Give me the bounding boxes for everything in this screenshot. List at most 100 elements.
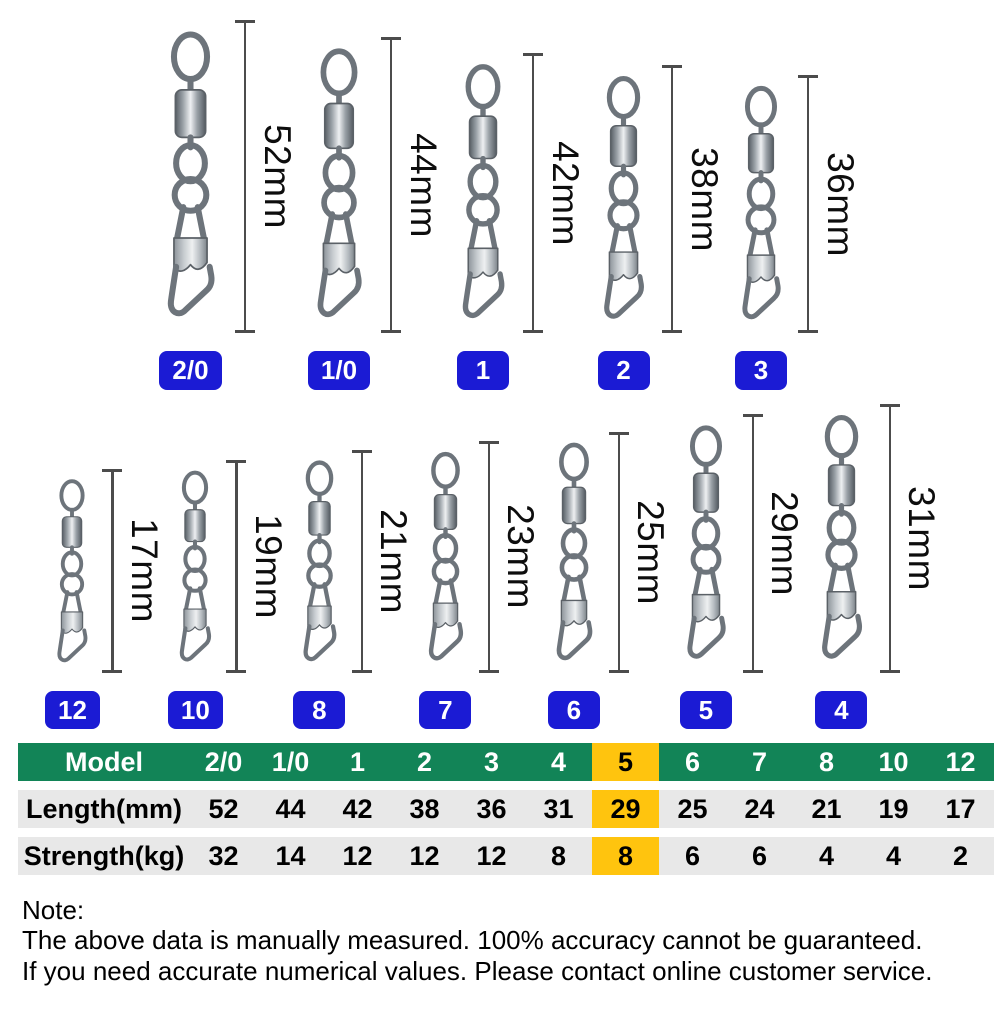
snap-hook bbox=[742, 276, 781, 320]
value-cell: 12 bbox=[324, 837, 391, 875]
swivel-with-measure: 38mm bbox=[589, 65, 726, 333]
swivel-snap-illustration bbox=[742, 85, 781, 320]
model-cell: 12 bbox=[927, 743, 994, 781]
lower-loop bbox=[746, 176, 776, 212]
barrel bbox=[609, 125, 638, 167]
size-badge-wrap: 2/0 bbox=[150, 351, 299, 390]
length-label: 25mm bbox=[630, 499, 672, 605]
snap-wires bbox=[692, 566, 720, 598]
top-loop bbox=[689, 424, 722, 467]
snap-ring bbox=[745, 204, 777, 236]
snap-ring bbox=[321, 184, 357, 221]
length-label: 44mm bbox=[402, 132, 444, 238]
top-loop bbox=[431, 451, 460, 489]
swivel-with-measure: 23mm bbox=[416, 440, 543, 673]
model-cell: 3 bbox=[458, 743, 525, 781]
swivel-snap-illustration bbox=[167, 31, 215, 317]
length-label-wrap: 19mm bbox=[246, 460, 290, 673]
size-badge: 1 bbox=[457, 351, 509, 390]
model-cell: 5 bbox=[592, 743, 659, 781]
size-badge: 4 bbox=[815, 690, 868, 729]
swivel-snap-illustration bbox=[57, 478, 88, 662]
snap-ring bbox=[607, 199, 640, 232]
top-loop bbox=[744, 85, 778, 128]
snap-ring bbox=[431, 557, 460, 585]
lower-loop bbox=[432, 532, 459, 564]
snap-ring bbox=[182, 567, 209, 593]
measurement-line bbox=[662, 65, 682, 333]
snap-ring bbox=[171, 176, 210, 214]
length-label: 42mm bbox=[544, 140, 586, 246]
swivel-item: 36mm 3 bbox=[728, 75, 862, 390]
snap-wires bbox=[827, 562, 856, 596]
value-cell: 36 bbox=[458, 790, 525, 828]
top-loop bbox=[320, 48, 358, 97]
length-label: 52mm bbox=[256, 124, 298, 229]
length-row-label: Length(mm) bbox=[18, 790, 190, 828]
size-badge: 2 bbox=[597, 351, 650, 390]
snap-wires bbox=[468, 218, 498, 253]
top-loop bbox=[305, 459, 334, 496]
value-cell: 6 bbox=[659, 837, 726, 875]
value-cell: 38 bbox=[391, 790, 458, 828]
snap-wires bbox=[609, 223, 638, 256]
snap-wires bbox=[747, 227, 775, 259]
snap-ring bbox=[825, 538, 858, 571]
size-badge: 3 bbox=[735, 351, 787, 390]
table-row-strength: Strength(kg) 32 14 12 12 12 8 8 6 6 4 4 2 bbox=[18, 837, 994, 875]
spec-table: Model 2/0 1/0 1 2 3 4 5 6 7 8 10 12 Length(mm) 52 44… bbox=[18, 743, 994, 875]
length-label-wrap: 25mm bbox=[629, 432, 673, 673]
barrel bbox=[323, 102, 355, 150]
measurement-line bbox=[226, 459, 247, 673]
value-cell: 29 bbox=[592, 790, 659, 828]
size-badge: 1/0 bbox=[307, 351, 371, 390]
figure-row-large-sizes: 52mm 2/0 44mm 1/0 bbox=[150, 20, 862, 390]
barrel bbox=[827, 463, 856, 506]
value-cell: 19 bbox=[860, 790, 927, 828]
measurement-line bbox=[381, 37, 401, 333]
note-heading: Note: bbox=[22, 895, 85, 925]
value-cell: 8 bbox=[592, 837, 659, 875]
size-badge-wrap: 12 bbox=[45, 690, 168, 729]
lower-loop bbox=[173, 142, 208, 185]
snap-wires bbox=[184, 585, 207, 612]
size-badge-wrap: 5 bbox=[673, 690, 807, 729]
length-label-wrap: 31mm bbox=[900, 404, 944, 673]
note-line: If you need accurate numerical values. P… bbox=[22, 955, 933, 986]
value-cell: 8 bbox=[525, 837, 592, 875]
swivel-item: 42mm 1 bbox=[447, 53, 587, 390]
length-label-wrap: 52mm bbox=[255, 20, 299, 333]
size-badge-wrap: 7 bbox=[416, 690, 543, 729]
measurement-line bbox=[102, 468, 123, 673]
lower-loop bbox=[608, 170, 639, 207]
model-cell: 7 bbox=[726, 743, 793, 781]
length-label: 23mm bbox=[500, 504, 542, 609]
top-loop bbox=[606, 75, 641, 120]
swivel-item: 44mm 1/0 bbox=[301, 37, 445, 390]
snap-ring bbox=[559, 552, 589, 582]
measurement-line bbox=[523, 53, 543, 333]
swivel-item: 21mm 8 bbox=[291, 449, 416, 729]
swivel-with-measure: 42mm bbox=[447, 53, 587, 333]
length-label-wrap: 29mm bbox=[763, 414, 807, 673]
snap-hook bbox=[57, 628, 88, 662]
lower-loop bbox=[560, 526, 588, 559]
length-label: 19mm bbox=[247, 513, 289, 619]
size-badge: 6 bbox=[547, 690, 600, 729]
swivel-item: 23mm 7 bbox=[416, 440, 543, 729]
measurement-line bbox=[798, 75, 818, 333]
top-loop bbox=[170, 31, 211, 83]
model-cell: 10 bbox=[860, 743, 927, 781]
top-loop bbox=[182, 470, 209, 505]
value-cell: 24 bbox=[726, 790, 793, 828]
barrel bbox=[308, 500, 331, 536]
top-loop bbox=[465, 64, 501, 110]
swivel-snap-illustration bbox=[822, 414, 862, 659]
snap-wires bbox=[173, 204, 208, 243]
length-label: 31mm bbox=[901, 485, 943, 591]
table-row-length: Length(mm) 52 44 42 38 36 31 29 25 24 21 19 17 bbox=[18, 790, 994, 828]
lower-loop bbox=[322, 152, 356, 193]
length-label-wrap: 38mm bbox=[682, 65, 726, 333]
swivel-item: 29mm 5 bbox=[673, 413, 807, 729]
size-badge-wrap: 3 bbox=[728, 351, 862, 390]
